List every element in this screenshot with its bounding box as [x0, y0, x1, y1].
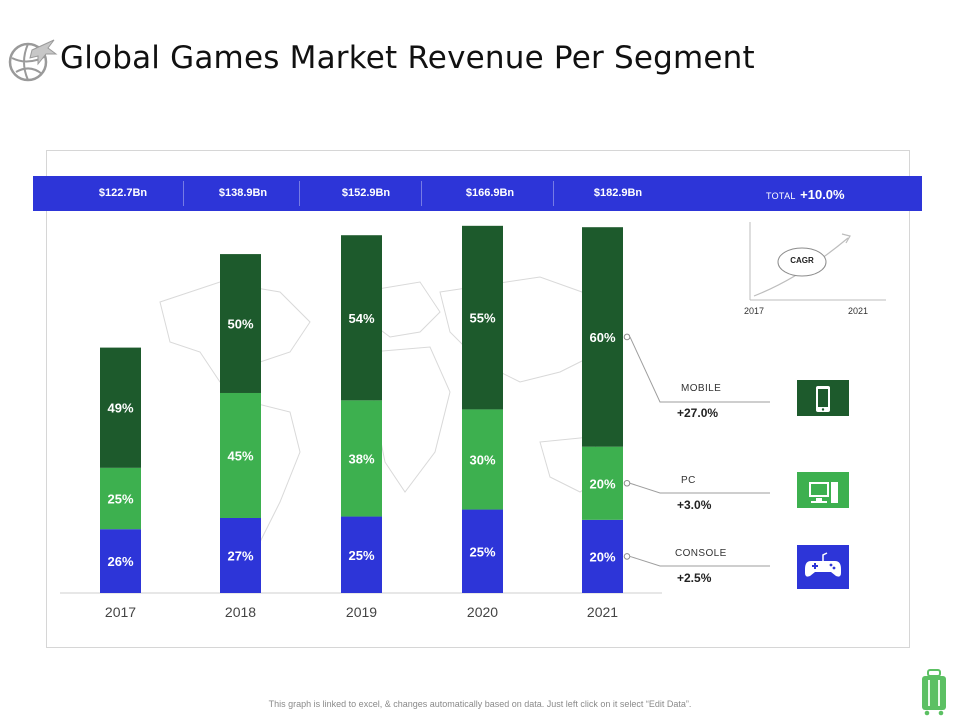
bar-pc-2021 [582, 446, 623, 520]
segment-console-label: CONSOLE [675, 548, 727, 559]
bar-label-pc-2017: 25% [107, 492, 133, 507]
revenue-banner: $122.7Bn $138.9Bn $152.9Bn $166.9Bn $182… [33, 176, 922, 211]
cagr-start-year: 2017 [744, 306, 765, 316]
bar-label-pc-2019: 38% [348, 451, 374, 466]
bar-label-mobile-2019: 54% [348, 311, 374, 326]
connector-line-pc [629, 482, 770, 494]
revenue-2021: $182.9Bn [593, 187, 643, 199]
segment-mobile-label: MOBILE [681, 383, 722, 394]
bar-label-console-2018: 27% [227, 548, 253, 563]
total-growth: TOTAL +10.0% [766, 176, 845, 211]
segment-pc-label: PC [681, 475, 696, 486]
cagr-bubble [777, 247, 827, 277]
revenue-2020: $166.9Bn [465, 187, 515, 199]
cagr-end-year: 2021 [848, 306, 869, 316]
bar-label-pc-2020: 30% [469, 452, 495, 467]
gamepad-icon [805, 552, 841, 577]
bar-mobile-2018 [220, 254, 261, 393]
bar-mobile-2020 [462, 225, 503, 410]
bar-console-2021 [582, 519, 623, 593]
bar-pc-2018 [220, 392, 261, 518]
x-tick-label-2017: 2017 [105, 604, 136, 620]
cagr-label: CAGR [790, 256, 814, 265]
connector-line-mobile [629, 336, 770, 403]
total-label: TOTAL [766, 191, 796, 201]
banner-divider [183, 181, 184, 206]
pc-tile [797, 472, 849, 516]
cagr-graph [749, 222, 886, 301]
mobile-phone-icon [797, 386, 849, 424]
desktop-computer-icon [797, 482, 849, 516]
segment-pc-growth: +3.0% [677, 498, 712, 512]
revenue-2019: $152.9Bn [341, 187, 391, 199]
bar-label-mobile-2018: 50% [227, 317, 253, 332]
mobile-tile [797, 380, 849, 424]
footer-note: This graph is linked to excel, & changes… [268, 699, 692, 709]
connector-dot-mobile [623, 333, 631, 341]
page-title: Global Games Market Revenue Per Segment [60, 40, 755, 76]
bar-label-pc-2021: 20% [589, 476, 615, 491]
x-tick-label-2021: 2021 [587, 604, 618, 620]
bar-mobile-2019 [341, 235, 382, 401]
bar-label-console-2017: 26% [107, 554, 133, 569]
segment-console-growth: +2.5% [677, 571, 712, 585]
bar-console-2018 [220, 517, 261, 593]
banner-divider [553, 181, 554, 206]
bar-console-2017 [100, 529, 141, 593]
bar-mobile-2017 [100, 347, 141, 468]
bar-label-console-2019: 25% [348, 548, 374, 563]
globe-airplane-logo-icon [8, 39, 58, 82]
connector-line-console [629, 555, 770, 567]
bar-label-mobile-2017: 49% [107, 401, 133, 416]
bar-console-2020 [462, 509, 503, 593]
x-tick-label-2019: 2019 [346, 604, 377, 620]
banner-divider [299, 181, 300, 206]
arrow-icon [841, 233, 851, 244]
revenue-2017: $122.7Bn [98, 187, 148, 199]
console-tile [797, 545, 849, 589]
total-value: +10.0% [800, 187, 845, 202]
x-tick-label-2018: 2018 [225, 604, 256, 620]
bar-pc-2020 [462, 409, 503, 510]
chart-frame [46, 150, 910, 648]
bar-console-2019 [341, 516, 382, 593]
x-tick-label-2020: 2020 [467, 604, 498, 620]
bar-label-console-2021: 20% [589, 549, 615, 564]
luggage-icon [922, 669, 946, 716]
bar-label-mobile-2020: 55% [469, 311, 495, 326]
bar-mobile-2021 [582, 227, 623, 447]
bar-label-console-2020: 25% [469, 544, 495, 559]
segment-mobile-growth: +27.0% [677, 406, 719, 420]
bar-label-pc-2018: 45% [227, 448, 253, 463]
revenue-2018: $138.9Bn [218, 187, 268, 199]
connector-dot-pc [623, 479, 631, 487]
connector-dot-console [623, 553, 631, 560]
bar-label-mobile-2021: 60% [589, 330, 615, 345]
bar-pc-2019 [341, 400, 382, 517]
banner-divider [421, 181, 422, 206]
bar-pc-2017 [100, 467, 141, 530]
